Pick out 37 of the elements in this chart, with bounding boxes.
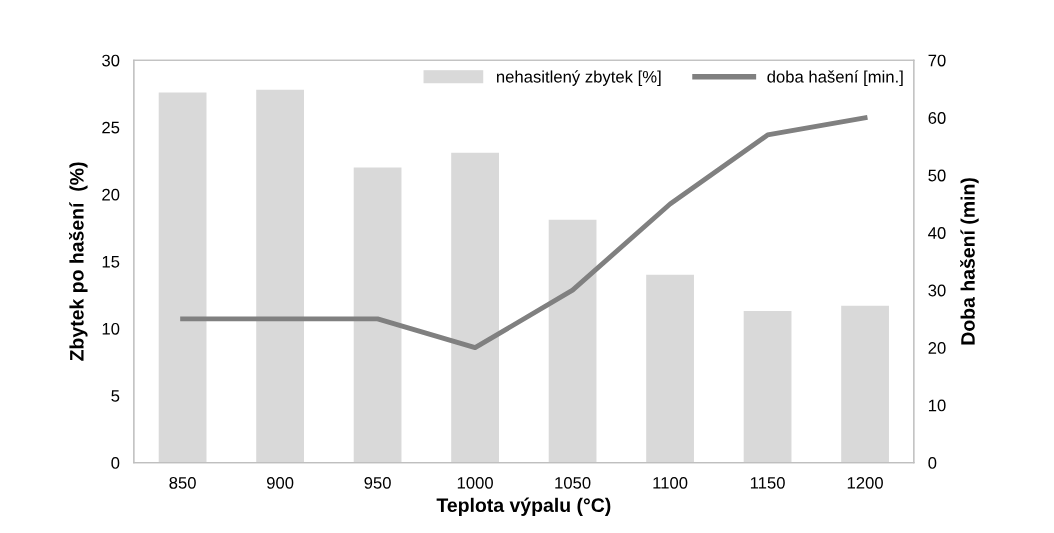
y2-tick-label: 0: [928, 457, 937, 469]
y2-tick-label: 70: [928, 54, 946, 67]
y-tick-label: 5: [111, 390, 120, 402]
x-tick-label: 1050: [555, 476, 591, 489]
x-tick-label: 1000: [457, 476, 493, 489]
y-tick-label: 10: [102, 322, 120, 335]
bar: [158, 92, 207, 463]
y2-tick-label: 10: [928, 399, 946, 412]
legend-label: doba hašení [min.]: [767, 70, 903, 86]
x-tick-label: 900: [266, 476, 294, 489]
y2-axis-title: Doba hašení (min): [960, 178, 979, 345]
x-tick-label: 1150: [750, 476, 785, 489]
line-series: [180, 115, 868, 351]
y-tick-label: 30: [102, 54, 120, 67]
y-tick-label: 15: [102, 256, 120, 268]
y2-tick-label: 60: [928, 112, 946, 124]
bar: [548, 219, 597, 463]
y-axis-title: Zbytek po hašení (%): [68, 162, 88, 361]
bar: [451, 152, 499, 463]
y2-tick-label: 50: [928, 169, 946, 182]
y-tick-label: 25: [102, 121, 120, 134]
bar: [353, 167, 402, 463]
x-tick-label: 1100: [653, 476, 688, 489]
x-tick-label: 850: [169, 476, 196, 489]
y2-tick-label: 20: [928, 342, 946, 354]
x-tick-label: 950: [364, 476, 391, 489]
y-tick-label: 20: [102, 188, 120, 201]
x-tick-label: 1200: [847, 476, 883, 489]
y2-tick-label: 30: [928, 284, 946, 297]
y2-tick-label: 40: [928, 227, 946, 239]
x-axis-title: Teplota výpalu (°C): [436, 497, 611, 516]
bar: [743, 311, 792, 463]
legend-label: nehasitlený zbytek [%]: [496, 70, 661, 86]
bar: [646, 274, 694, 463]
bar: [256, 89, 304, 463]
y-tick-label: 0: [111, 457, 120, 469]
bar: [841, 305, 889, 463]
